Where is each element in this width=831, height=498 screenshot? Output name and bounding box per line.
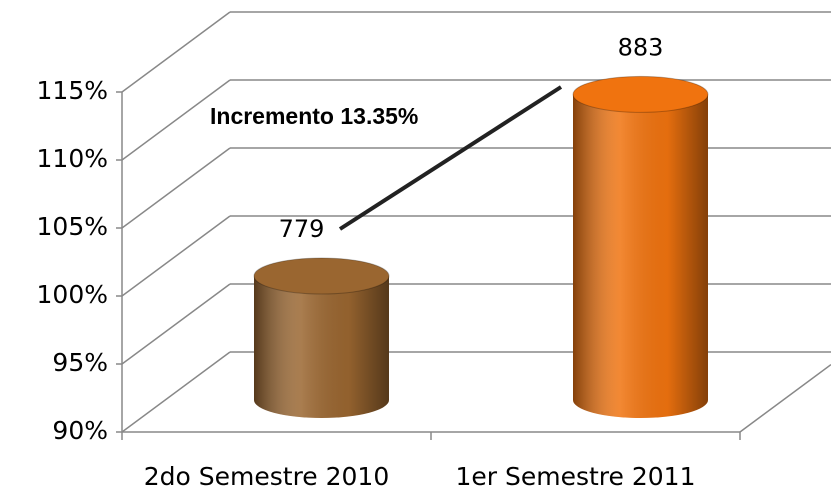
annotation: Incremento 13.35% xyxy=(210,103,418,129)
grid-line-side xyxy=(121,215,231,297)
bar-top xyxy=(572,75,709,113)
floor-right xyxy=(739,363,831,433)
data-label: 779 xyxy=(279,215,325,243)
x-tick-label: 2do Semestre 2010 xyxy=(144,462,390,491)
bar-top xyxy=(253,257,390,295)
y-tick-label: 115% xyxy=(37,76,108,105)
grid-line-side xyxy=(121,351,231,433)
y-tick-label: 100% xyxy=(37,280,108,309)
grid-line-side xyxy=(121,283,231,365)
y-tick-label: 105% xyxy=(37,212,108,241)
y-tick-label: 95% xyxy=(52,348,108,377)
grid-line-side xyxy=(121,79,231,161)
y-tick-label: 90% xyxy=(52,416,108,445)
bar-shade xyxy=(254,276,389,400)
y-tick-label: 110% xyxy=(37,144,108,173)
bar-shade xyxy=(573,94,708,400)
x-tick-label: 1er Semestre 2011 xyxy=(455,462,695,491)
grid-line-side xyxy=(121,11,231,93)
data-label: 883 xyxy=(618,33,664,61)
grid-line-side xyxy=(121,147,231,229)
increment-line xyxy=(338,85,563,231)
